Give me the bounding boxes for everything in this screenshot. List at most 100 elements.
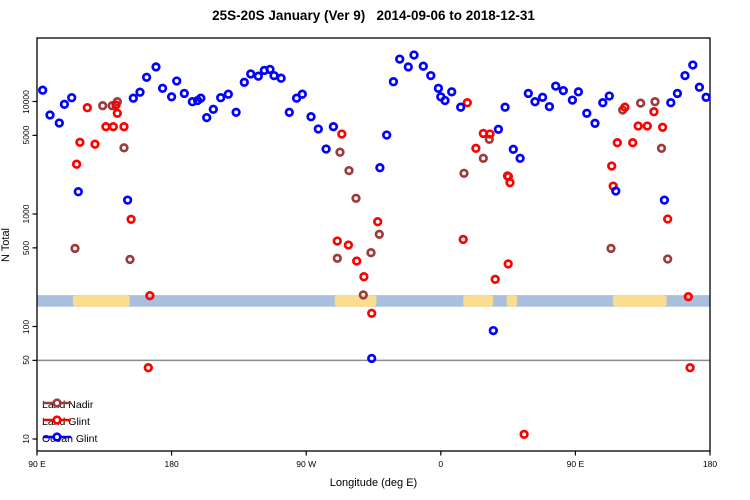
x-tick-label: 90 W bbox=[296, 459, 317, 469]
data-point-land_nadir bbox=[351, 193, 361, 203]
data-point-ocean_glint bbox=[493, 124, 504, 134]
data-point-land_nadir bbox=[663, 254, 673, 264]
data-point-ocean_glint bbox=[306, 112, 316, 122]
data-point-ocean_glint bbox=[694, 82, 705, 92]
data-point-land_glint bbox=[112, 108, 122, 118]
data-point-ocean_glint bbox=[38, 85, 48, 95]
data-point-land_nadir bbox=[459, 168, 469, 178]
data-point-land_glint bbox=[657, 122, 668, 132]
legend-item-land-glint: Land Glint bbox=[42, 414, 97, 431]
data-point-land_glint bbox=[519, 429, 529, 439]
map-strip-land bbox=[506, 295, 518, 307]
data-point-ocean_glint bbox=[59, 99, 70, 109]
data-point-ocean_glint bbox=[537, 92, 548, 102]
data-point-land_glint bbox=[649, 107, 659, 117]
data-point-land_glint bbox=[458, 234, 468, 245]
data-point-ocean_glint bbox=[253, 71, 263, 81]
data-point-land_nadir bbox=[344, 165, 354, 176]
data-point-ocean_glint bbox=[672, 88, 683, 99]
data-point-ocean_glint bbox=[128, 93, 138, 103]
legend-marker-icon bbox=[43, 415, 71, 425]
data-point-ocean_glint bbox=[440, 95, 450, 106]
data-point-land_nadir bbox=[98, 101, 108, 111]
data-point-land_nadir bbox=[70, 243, 80, 254]
data-point-ocean_glint bbox=[590, 118, 600, 128]
y-tick-label: 100 bbox=[21, 319, 31, 334]
data-point-ocean_glint bbox=[409, 50, 419, 60]
data-point-land_glint bbox=[633, 121, 643, 131]
data-point-ocean_glint bbox=[122, 195, 133, 205]
data-point-land_glint bbox=[111, 100, 121, 110]
legend-marker-icon bbox=[43, 432, 71, 442]
data-point-ocean_glint bbox=[73, 187, 83, 197]
data-point-ocean_glint bbox=[418, 61, 428, 71]
data-point-ocean_glint bbox=[551, 81, 561, 91]
data-point-ocean_glint bbox=[375, 163, 385, 173]
data-point-ocean_glint bbox=[321, 144, 331, 154]
data-point-ocean_glint bbox=[688, 60, 698, 70]
legend-item-land-nadir: Land Nadir bbox=[42, 397, 97, 414]
data-point-ocean_glint bbox=[202, 112, 212, 123]
data-point-ocean_glint bbox=[151, 62, 161, 72]
data-point-ocean_glint bbox=[701, 92, 711, 102]
legend-marker-icon bbox=[43, 398, 71, 408]
data-point-ocean_glint bbox=[426, 70, 436, 81]
data-point-land_glint bbox=[101, 122, 111, 132]
y-tick-label: 50 bbox=[21, 355, 31, 366]
data-point-ocean_glint bbox=[223, 89, 233, 99]
chart-title: 25S-20S January (Ver 9) 2014-09-06 to 20… bbox=[212, 8, 535, 23]
data-point-ocean_glint bbox=[388, 77, 399, 87]
data-point-land_glint bbox=[471, 143, 481, 153]
data-point-land_glint bbox=[367, 308, 377, 318]
data-point-ocean_glint bbox=[558, 85, 568, 96]
data-point-land_glint bbox=[119, 122, 129, 132]
data-point-ocean_glint bbox=[573, 87, 584, 97]
x-tick-label: 180 bbox=[164, 459, 179, 469]
data-point-land_glint bbox=[607, 161, 617, 171]
data-point-ocean_glint bbox=[567, 95, 578, 105]
data-point-land_glint bbox=[82, 103, 92, 113]
data-point-ocean_glint bbox=[265, 64, 275, 75]
data-point-ocean_glint bbox=[382, 130, 392, 140]
data-point-ocean_glint bbox=[157, 83, 168, 93]
data-point-land_glint bbox=[143, 363, 153, 373]
data-point-ocean_glint bbox=[680, 70, 690, 81]
data-point-land_glint bbox=[337, 129, 347, 139]
data-point-ocean_glint bbox=[45, 110, 55, 120]
data-point-ocean_glint bbox=[488, 325, 498, 336]
data-point-land_nadir bbox=[374, 229, 384, 239]
data-point-ocean_glint bbox=[456, 102, 466, 112]
y-axis-title: N Total bbox=[0, 227, 12, 263]
data-point-ocean_glint bbox=[216, 93, 226, 103]
data-point-ocean_glint bbox=[166, 92, 177, 102]
legend-item-ocean-glint: Ocean Glint bbox=[42, 431, 97, 448]
data-point-ocean_glint bbox=[276, 73, 286, 83]
x-tick-label: 90 E bbox=[566, 459, 585, 469]
data-point-ocean_glint bbox=[172, 76, 182, 86]
map-strip-land bbox=[463, 295, 494, 307]
data-point-land_glint bbox=[359, 272, 369, 282]
data-point-ocean_glint bbox=[291, 93, 302, 103]
x-tick-label: 0 bbox=[438, 459, 444, 469]
data-point-land_nadir bbox=[635, 98, 646, 108]
data-point-land_glint bbox=[628, 138, 638, 148]
data-point-land_nadir bbox=[366, 248, 376, 258]
y-tick-label: 5000 bbox=[21, 125, 31, 145]
data-point-land_glint bbox=[485, 129, 495, 139]
y-tick-label: 1000 bbox=[21, 204, 31, 224]
data-point-land_glint bbox=[683, 292, 693, 302]
data-point-land_nadir bbox=[125, 254, 135, 265]
data-point-land_glint bbox=[612, 138, 622, 148]
data-point-ocean_glint bbox=[433, 83, 444, 93]
data-point-land_glint bbox=[352, 256, 362, 266]
y-tick-label: 10000 bbox=[21, 89, 31, 114]
data-point-ocean_glint bbox=[246, 69, 256, 79]
data-point-land_nadir bbox=[656, 143, 667, 153]
plot-frame bbox=[36, 37, 711, 452]
data-point-ocean_glint bbox=[515, 153, 525, 163]
data-point-ocean_glint bbox=[659, 195, 670, 205]
data-point-land_glint bbox=[108, 122, 118, 132]
data-point-land_glint bbox=[332, 236, 342, 246]
data-point-land_glint bbox=[685, 363, 695, 373]
